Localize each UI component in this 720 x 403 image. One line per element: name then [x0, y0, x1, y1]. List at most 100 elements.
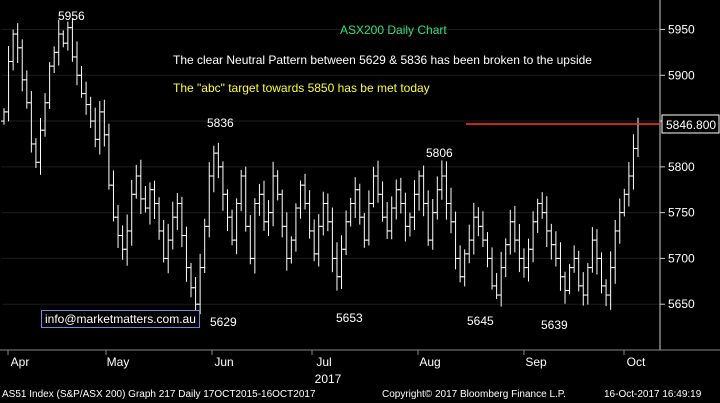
peak-label: 5956 [58, 9, 85, 23]
last-price-box [661, 114, 720, 134]
ohlc-bar [525, 238, 532, 282]
ohlc-bar [279, 189, 286, 238]
ohlc-bar [133, 164, 140, 199]
ohlc-bar [443, 161, 450, 220]
x-tick-label: Aug [419, 355, 440, 369]
ohlc-bar [178, 196, 185, 248]
ohlc-bar [616, 198, 623, 244]
ohlc-bar [603, 279, 610, 307]
ohlc-bar [242, 166, 249, 232]
ohlc-bar [165, 223, 172, 274]
ohlc-bar [425, 190, 432, 246]
ohlc-bar [388, 196, 395, 240]
ohlc-bar [571, 245, 578, 273]
ohlc-bar [361, 212, 368, 248]
ohlc-bar [557, 242, 564, 291]
ohlc-bar [42, 93, 49, 137]
ohlc-bar [356, 183, 363, 225]
ohlc-bar [219, 161, 226, 211]
ohlc-bar [630, 134, 637, 190]
ohlc-bar [539, 192, 546, 219]
chart-title: ASX200 Daily Chart [340, 23, 447, 37]
ohlc-bar [32, 138, 39, 168]
ohlc-bar [183, 226, 190, 282]
last-price-label: 5846.800 [666, 118, 716, 132]
ohlc-bar [233, 198, 240, 255]
ohlc-bar [28, 91, 35, 153]
ohlc-bar [416, 170, 423, 211]
ohlc-bar [83, 81, 90, 115]
ohlc-bar [438, 160, 445, 200]
ohlc-bar [101, 99, 108, 147]
ohlc-bar [156, 197, 163, 240]
ohlc-bar [379, 181, 386, 222]
peak-label: 5836 [207, 116, 234, 130]
y-tick-label: 5700 [668, 251, 695, 265]
ohlc-bar [110, 170, 117, 222]
ohlc-bar [461, 249, 468, 287]
ohlc-bar [612, 219, 619, 284]
ohlc-bar [384, 201, 391, 239]
y-tick-label: 5900 [668, 68, 695, 82]
ohlc-bar [265, 200, 272, 237]
footer-security: AS51 Index (S&P/ASX 200) Graph 217 Daily… [2, 389, 316, 400]
ohlc-bar [475, 207, 482, 237]
x-tick-label: Oct [627, 355, 646, 369]
ohlc-bar [19, 39, 26, 92]
x-tick-label: Jun [214, 355, 233, 369]
ohlc-bar [160, 219, 167, 263]
ohlc-bar [51, 46, 58, 73]
ohlc-bar [274, 170, 281, 201]
y-tick-label: 5950 [668, 22, 695, 36]
ohlc-bar [370, 166, 377, 208]
x-tick-label: May [107, 355, 130, 369]
ohlc-bar [115, 204, 122, 248]
ohlc-bar [69, 18, 76, 62]
ohlc-bar [429, 198, 436, 250]
ohlc-bar [197, 253, 204, 315]
ohlc-bar [73, 41, 80, 86]
watermark-email: info@marketmatters.com.au [41, 310, 200, 328]
trough-label: 5653 [336, 311, 363, 325]
y-tick-label: 5800 [668, 160, 695, 174]
ohlc-bar [55, 19, 62, 66]
ohlc-bar [625, 161, 632, 207]
ohlc-bar [343, 210, 350, 256]
ohlc-bar [452, 211, 459, 270]
ohlc-bar [201, 218, 208, 273]
ohlc-bar [206, 162, 213, 238]
ohlc-bar [520, 248, 527, 278]
ohlc-bar [338, 235, 345, 289]
ohlc-bar [575, 250, 582, 292]
ohlc-bar [365, 190, 372, 246]
ohlc-bar [96, 101, 103, 155]
ohlc-bar [548, 223, 555, 260]
ohlc-bar [498, 251, 505, 307]
y-tick-label: 5750 [668, 206, 695, 220]
ohlc-bar [489, 247, 496, 290]
x-tick-label: Sep [525, 355, 547, 369]
ohlc-bar [393, 179, 400, 220]
ohlc-bar [5, 46, 12, 122]
ohlc-bar [502, 238, 509, 278]
ohlc-bar [215, 142, 222, 179]
trough-label: 5645 [467, 314, 494, 328]
ohlc-bar [402, 192, 409, 242]
trough-label: 5629 [210, 315, 237, 329]
ohlc-bar [64, 21, 71, 51]
ohlc-bar [224, 189, 231, 232]
ohlc-bar [169, 201, 176, 250]
ohlc-bar [137, 159, 144, 215]
ohlc-bar [447, 187, 454, 234]
ohlc-bar [92, 107, 99, 148]
ohlc-bar [329, 207, 336, 273]
ohlc-bar [566, 263, 573, 295]
ohlc-bar [543, 196, 550, 247]
y-tick-label: 5650 [668, 297, 695, 311]
ohlc-bar [247, 215, 254, 265]
ohlc-bar [589, 227, 596, 273]
ohlc-bar [584, 263, 591, 305]
footer-timestamp: 16-Oct-2017 16:49:19 [604, 389, 702, 400]
ohlc-bar [292, 203, 299, 252]
